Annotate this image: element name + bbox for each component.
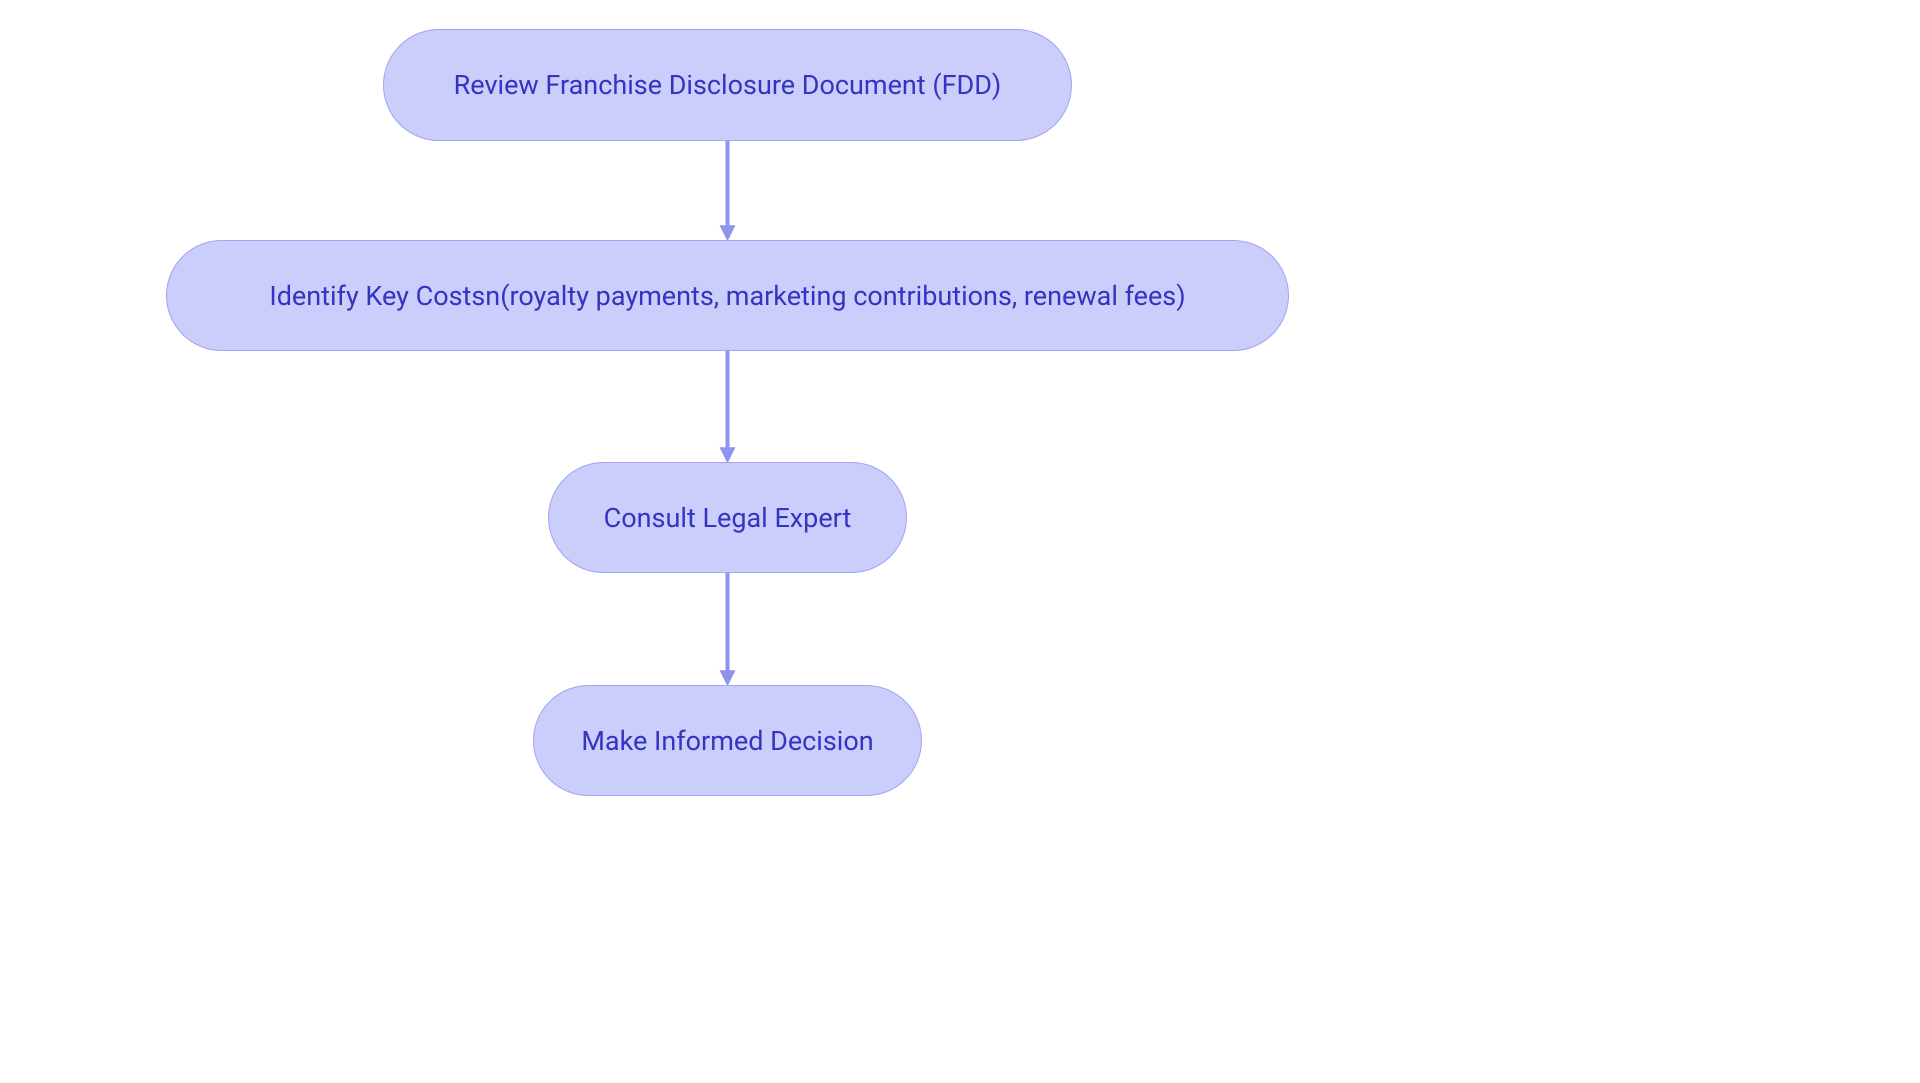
flowchart-node: Review Franchise Disclosure Document (FD… [383, 29, 1072, 141]
flowchart-node-label: Review Franchise Disclosure Document (FD… [454, 69, 1002, 101]
flowchart-node-label: Consult Legal Expert [604, 502, 852, 534]
flowchart-edges [0, 0, 1920, 1083]
flowchart-node: Identify Key Costsn(royalty payments, ma… [166, 240, 1289, 351]
flowchart-node-label: Make Informed Decision [581, 725, 873, 757]
flowchart-node: Consult Legal Expert [548, 462, 907, 573]
flowchart-node-label: Identify Key Costsn(royalty payments, ma… [269, 280, 1185, 312]
flowchart-node: Make Informed Decision [533, 685, 922, 796]
